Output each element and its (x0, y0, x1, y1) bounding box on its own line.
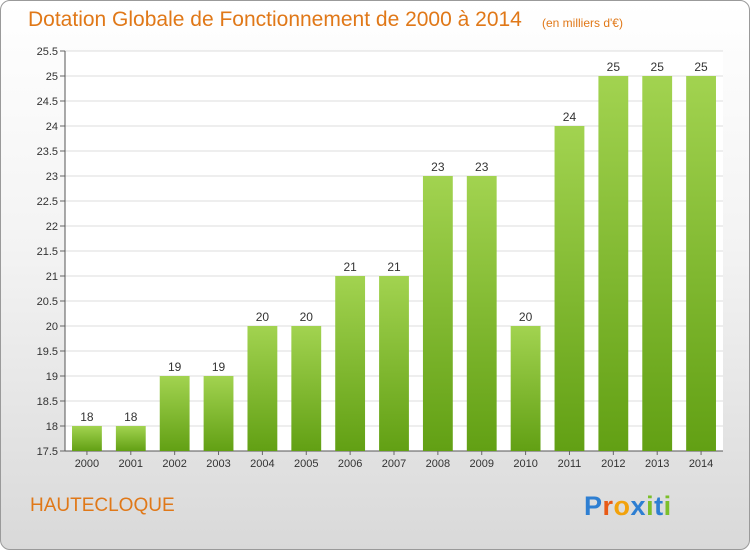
bar (247, 326, 278, 451)
bar (115, 426, 146, 451)
bar (72, 426, 102, 451)
bar-value-label: 25 (694, 60, 708, 74)
chart-subtitle: (en milliers d'€) (542, 16, 623, 30)
bar-value-label: 25 (651, 60, 665, 74)
x-tick-label: 2014 (689, 458, 713, 470)
bar (466, 176, 497, 451)
y-tick-label: 25.5 (37, 46, 58, 58)
x-tick-label: 2010 (513, 458, 537, 470)
x-tick-label: 2004 (250, 458, 274, 470)
y-tick-label: 23 (46, 171, 58, 183)
x-tick-label: 2002 (162, 458, 186, 470)
x-tick-label: 2012 (601, 458, 625, 470)
y-tick-label: 25 (46, 71, 58, 83)
logo-letter: o (613, 491, 631, 521)
bar-value-label: 19 (212, 360, 226, 374)
x-tick-label: 2006 (338, 458, 362, 470)
x-tick-label: 2013 (645, 458, 669, 470)
y-tick-label: 24 (46, 121, 58, 133)
bar-value-label: 24 (563, 110, 577, 124)
y-tick-label: 18 (46, 421, 58, 433)
bar (335, 276, 366, 451)
bar-value-label: 18 (80, 410, 94, 424)
y-tick-label: 22 (46, 221, 58, 233)
y-tick-label: 20 (46, 321, 58, 333)
bar-value-label: 19 (168, 360, 182, 374)
bar (598, 76, 629, 451)
y-tick-label: 20.5 (37, 296, 58, 308)
x-tick-label: 2008 (426, 458, 450, 470)
x-tick-label: 2003 (206, 458, 230, 470)
y-tick-label: 19 (46, 371, 58, 383)
logo-letter: x (630, 491, 647, 521)
y-tick-label: 22.5 (37, 196, 58, 208)
bar (510, 326, 541, 451)
bar (203, 376, 234, 451)
bar-value-label: 20 (256, 310, 270, 324)
bar-value-label: 20 (300, 310, 314, 324)
logo-letter: t (654, 491, 664, 521)
x-tick-label: 2011 (558, 458, 582, 470)
x-tick-label: 2000 (75, 458, 99, 470)
y-tick-label: 19.5 (37, 346, 58, 358)
x-tick-label: 2005 (294, 458, 318, 470)
bar-value-label: 20 (519, 310, 533, 324)
bar (554, 126, 585, 451)
y-tick-label: 23.5 (37, 146, 58, 158)
x-tick-label: 2009 (469, 458, 493, 470)
logo-letter: i (646, 491, 655, 521)
bar-value-label: 25 (607, 60, 621, 74)
logo-letter: r (602, 491, 614, 521)
bar-value-label: 21 (387, 260, 401, 274)
bar (291, 326, 322, 451)
y-tick-label: 17.5 (37, 446, 58, 458)
logo-letter: P (584, 491, 603, 521)
bar-value-label: 18 (124, 410, 138, 424)
bar (422, 176, 453, 451)
chart-title: Dotation Globale de Fonctionnement de 20… (28, 8, 522, 31)
bar (379, 276, 409, 451)
x-tick-label: 2007 (382, 458, 406, 470)
bar (159, 376, 190, 451)
y-tick-label: 21.5 (37, 246, 58, 258)
bar (642, 76, 673, 451)
y-tick-label: 18.5 (37, 396, 58, 408)
bar (686, 76, 716, 451)
logo-letter: i (663, 491, 672, 521)
y-tick-label: 21 (46, 271, 58, 283)
bar-value-label: 21 (343, 260, 357, 274)
commune-name: HAUTECLOQUE (30, 495, 175, 516)
proxiti-logo: Proxiti (584, 491, 672, 522)
y-tick-label: 24.5 (37, 96, 58, 108)
x-tick-label: 2001 (119, 458, 143, 470)
bar-value-label: 23 (431, 160, 445, 174)
bar-value-label: 23 (475, 160, 489, 174)
